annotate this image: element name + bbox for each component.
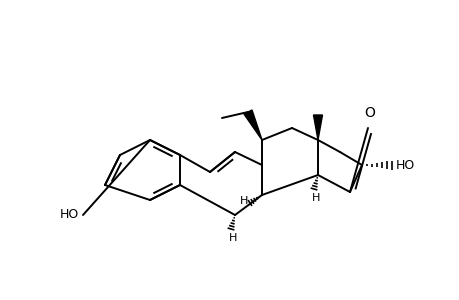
- Text: H: H: [239, 196, 247, 206]
- Text: H: H: [311, 193, 319, 203]
- Polygon shape: [243, 110, 262, 140]
- Text: HO: HO: [60, 208, 79, 221]
- Polygon shape: [313, 115, 322, 140]
- Text: HO: HO: [395, 158, 414, 172]
- Text: O: O: [364, 106, 375, 120]
- Text: H: H: [228, 233, 237, 243]
